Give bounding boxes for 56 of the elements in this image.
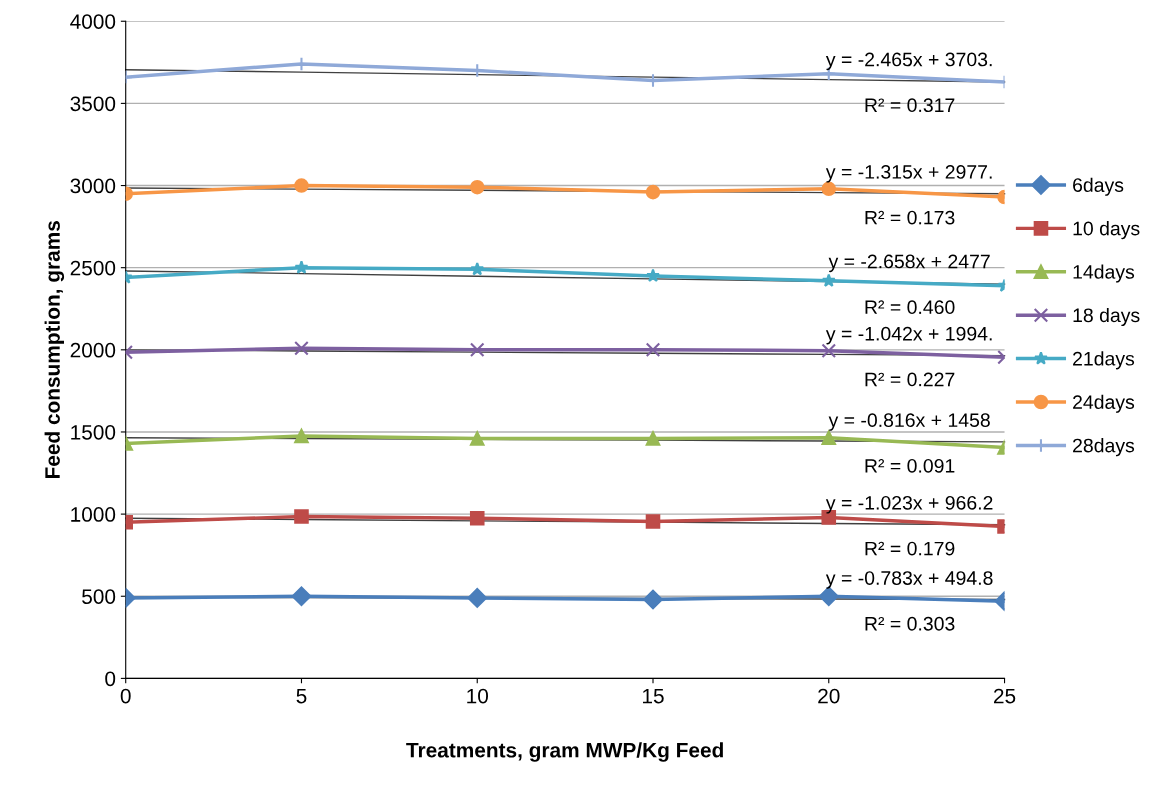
point xyxy=(291,586,312,607)
annotation: y = -0.816x + 1458 xyxy=(828,413,990,431)
y-tick-label: 2500 xyxy=(70,260,116,276)
legend-label: 18 days xyxy=(1073,307,1140,327)
legend-label: 21days xyxy=(1073,351,1135,370)
x-tick-label: 20 xyxy=(818,688,840,704)
point xyxy=(294,340,309,356)
point xyxy=(646,268,660,282)
annotation: R² = 0.317 xyxy=(865,98,955,113)
point xyxy=(469,342,485,358)
annotation: R² = 0.460 xyxy=(865,300,955,315)
annotation: R² = 0.303 xyxy=(865,616,955,631)
x-tick-label: 5 xyxy=(296,688,307,704)
y-axis-title: Feed consumption, grams xyxy=(44,221,65,479)
annotation: R² = 0.179 xyxy=(865,541,955,556)
legend-label: 10 days xyxy=(1073,221,1140,240)
x-axis-title: Treatments, gram MWP/Kg Feed xyxy=(406,742,723,762)
y-tick-label: 2000 xyxy=(70,342,116,358)
annotation: y = -2.658x + 2477 xyxy=(828,254,990,273)
legend-label: 24days xyxy=(1073,394,1135,413)
point xyxy=(645,184,661,200)
legend-label: 6days xyxy=(1073,177,1124,196)
point xyxy=(294,428,309,444)
x-tick-label: 10 xyxy=(467,688,489,704)
point xyxy=(294,260,309,274)
annotation: y = -1.315x + 2977. xyxy=(825,165,992,183)
y-tick-label: 3500 xyxy=(70,96,116,112)
y-tick-label: 500 xyxy=(82,589,116,604)
y-tick-label: 4000 xyxy=(70,14,116,29)
point xyxy=(469,510,485,526)
point xyxy=(294,178,309,193)
annotation: R² = 0.173 xyxy=(865,210,955,225)
legend-label: 28days xyxy=(1073,438,1135,457)
annotation: y = -0.783x + 494.8 xyxy=(825,571,993,589)
point xyxy=(645,431,661,446)
x-tick-label: 15 xyxy=(643,688,664,704)
y-tick-label: 1500 xyxy=(71,424,116,440)
point xyxy=(821,273,836,287)
annotation: y = -1.042x + 1994. xyxy=(825,326,992,345)
y-tick-label: 3000 xyxy=(70,178,116,194)
x-tick-label: 0 xyxy=(120,688,131,704)
annotation: R² = 0.227 xyxy=(865,372,955,387)
point xyxy=(469,179,485,195)
legend-label: 14days xyxy=(1073,264,1135,283)
point xyxy=(294,509,309,524)
point xyxy=(645,342,661,358)
x-tick-label: 25 xyxy=(993,688,1016,704)
point xyxy=(467,588,488,608)
point xyxy=(470,262,485,276)
annotation: R² = 0.091 xyxy=(865,458,955,473)
y-tick-label: 0 xyxy=(105,671,116,687)
point xyxy=(645,514,661,529)
point xyxy=(469,431,485,446)
point xyxy=(643,589,663,610)
annotation: y = -2.465x + 3703. xyxy=(825,52,992,71)
y-tick-label: 1000 xyxy=(71,507,116,522)
